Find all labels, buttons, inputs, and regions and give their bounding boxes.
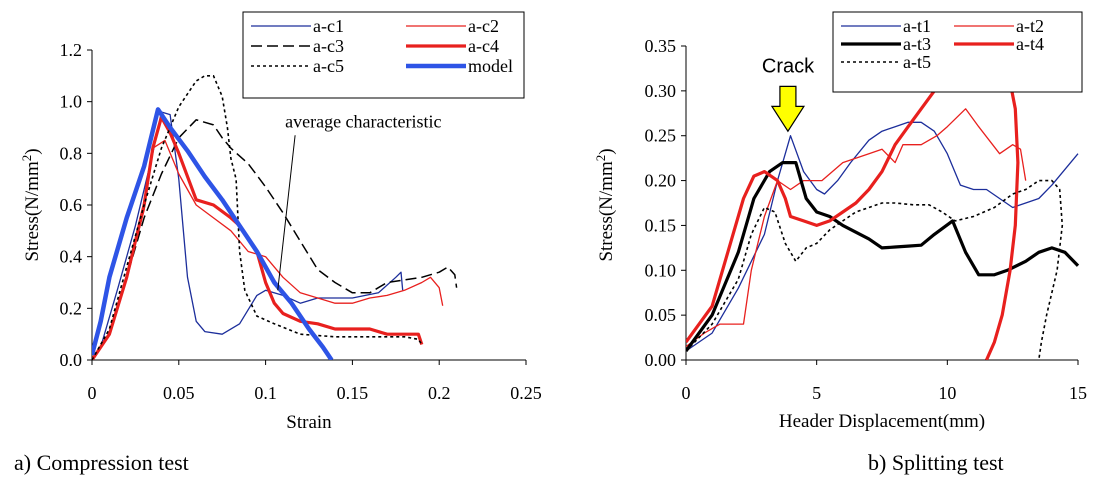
y-tick-label: 0.0 [60,350,83,370]
y-tick-label: 0.8 [60,143,83,163]
y-tick-label: 0.05 [645,305,677,325]
legend-label-a-c1: a-c1 [313,16,344,36]
y-tick-label: 1.2 [60,40,83,60]
x-tick-label: 0.15 [337,383,369,403]
legend-right: a-t1 a-t2 a-t3 a-t4 a-t5 [832,11,1083,93]
x-tick-label: 0.25 [510,383,542,403]
y-tick-label: 0.35 [645,36,677,56]
series-line-a-t1 [686,121,1079,352]
series-line-a-t4 [686,53,1020,360]
crack-label: Crack [762,55,815,77]
y-tick-label: 1.0 [60,92,83,112]
series-line-a-c5 [92,75,423,360]
legend-label-a-t4: a-t4 [1016,34,1044,54]
x-tick-label: 5 [812,383,821,403]
legend-label-a-t1: a-t1 [903,16,931,36]
y-axis-label: Stress(N/mm2) [19,148,44,261]
y-tick-label: 0.2 [60,298,83,318]
chart-left: 0.0 0.2 0.4 0.6 0.8 1.0 1.2 0 0.05 0.1 0.15 0.2 0.25… [19,11,542,433]
x-tick-label: 10 [938,383,956,403]
legend-label-a-c5: a-c5 [313,56,344,76]
annotation-label: average characteristic [285,111,441,131]
x-axis-label: Strain [286,412,332,433]
series-line-a-t2 [686,108,1027,348]
annotation-leader [277,135,296,291]
crack-arrow [770,85,806,133]
series-line-a-c2 [92,139,444,360]
x-tick-label: 0.05 [163,383,195,403]
legend-label-a-c4: a-c4 [468,36,499,56]
x-tick-label: 0 [682,383,691,403]
chart-right: 0.00 0.05 0.10 0.15 0.20 0.25 0.30 0.35 0 5 10 15 He… [593,11,1087,432]
series-group [686,53,1080,360]
x-tick-label: 0 [88,383,97,403]
y-tick-label: 0.00 [645,350,677,370]
series-line-a-c4 [92,115,424,360]
y-tick-label: 0.15 [645,215,677,235]
legend-label-a-t5: a-t5 [903,52,931,72]
legend-label-a-t3: a-t3 [903,34,931,54]
legend-label-a-c3: a-c3 [313,36,344,56]
y-tick-label: 0.25 [645,126,677,146]
y-tick-label: 0.4 [60,247,83,267]
legend-label-a-c2: a-c2 [468,16,499,36]
y-tick-label: 0.6 [60,195,83,215]
series-line-a-t3 [686,161,1080,352]
x-axis-label: Header Displacement(mm) [779,411,985,432]
series-line-model [92,107,334,360]
legend-left: a-c1 a-c2 a-c3 a-c4 a-c5 model [242,11,525,99]
caption-compression: a) Compression test [14,450,189,475]
y-tick-label: 0.10 [645,260,677,280]
y-tick-label: 0.30 [645,81,677,101]
y-tick-label: 0.20 [645,171,677,191]
series-line-a-c3 [92,119,458,360]
series-line-a-t5 [686,179,1064,360]
legend-label-a-t2: a-t2 [1016,16,1044,36]
legend-box [832,11,1083,93]
x-tick-label: 0.2 [428,383,451,403]
legend-label-model: model [468,56,513,76]
y-axis-label: Stress(N/mm2) [593,148,618,261]
x-tick-label: 15 [1069,383,1087,403]
x-tick-label: 0.1 [254,383,277,403]
series-group [92,75,458,360]
caption-splitting: b) Splitting test [868,450,1004,475]
